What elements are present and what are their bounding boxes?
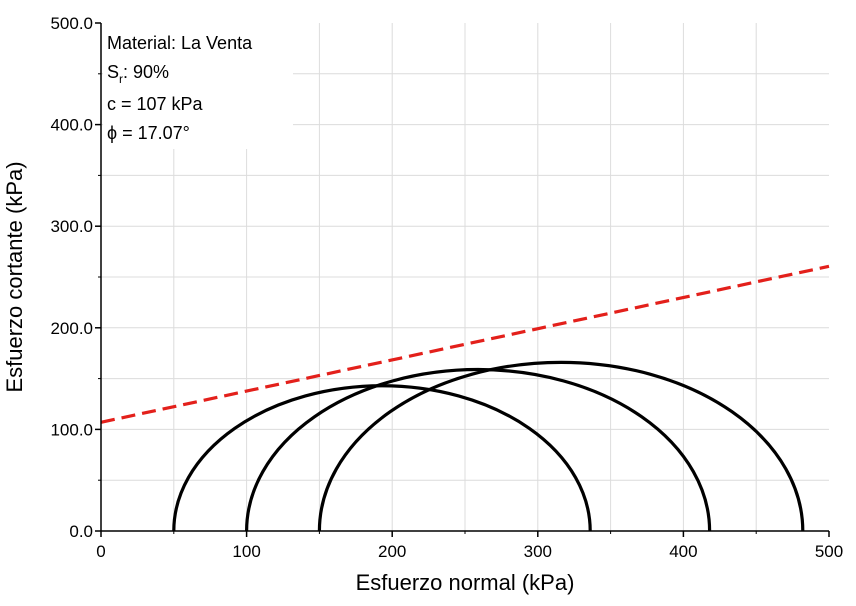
x-tick-label: 100 (232, 542, 260, 561)
y-tick-label: 100.0 (50, 420, 93, 439)
y-axis-title: Esfuerzo cortante (kPa) (2, 161, 27, 392)
y-tick-label: 0.0 (69, 522, 93, 541)
y-tick-label: 400.0 (50, 116, 93, 135)
axes (95, 22, 830, 537)
grid (101, 23, 829, 531)
x-axis-title: Esfuerzo normal (kPa) (356, 570, 575, 595)
mohr-circle-2 (245, 367, 712, 532)
failure-envelope-group (100, 264, 830, 424)
x-tick-label: 0 (96, 542, 105, 561)
x-tick-label: 200 (378, 542, 406, 561)
mohr-circle-1 (172, 384, 592, 532)
annotation-sr-value: : 90% (123, 62, 169, 82)
y-tick-label: 200.0 (50, 319, 93, 338)
annotation-material: Material: La Venta (107, 33, 253, 53)
failure-envelope-line (100, 264, 830, 424)
y-tick-label: 300.0 (50, 217, 93, 236)
tick-labels: 0 100 200 300 400 500 0.0 100.0 200.0 300.0 400.0 5… (50, 14, 843, 561)
annotation-sr-sub: r (119, 72, 123, 86)
x-tick-label: 400 (669, 542, 697, 561)
annotation-phi: ϕ = 17.07° (107, 123, 190, 143)
mohr-circle-3 (317, 360, 805, 532)
y-tick-label: 500.0 (50, 14, 93, 33)
annotation-cohesion: c = 107 kPa (107, 94, 204, 114)
annotation-sr-prefix: S (107, 62, 119, 82)
x-tick-label: 300 (524, 542, 552, 561)
annotation-saturation: Sr: 90% (107, 62, 169, 86)
annotation-box (103, 23, 293, 149)
x-tick-label: 500 (815, 542, 843, 561)
mohr-circles (172, 360, 805, 532)
